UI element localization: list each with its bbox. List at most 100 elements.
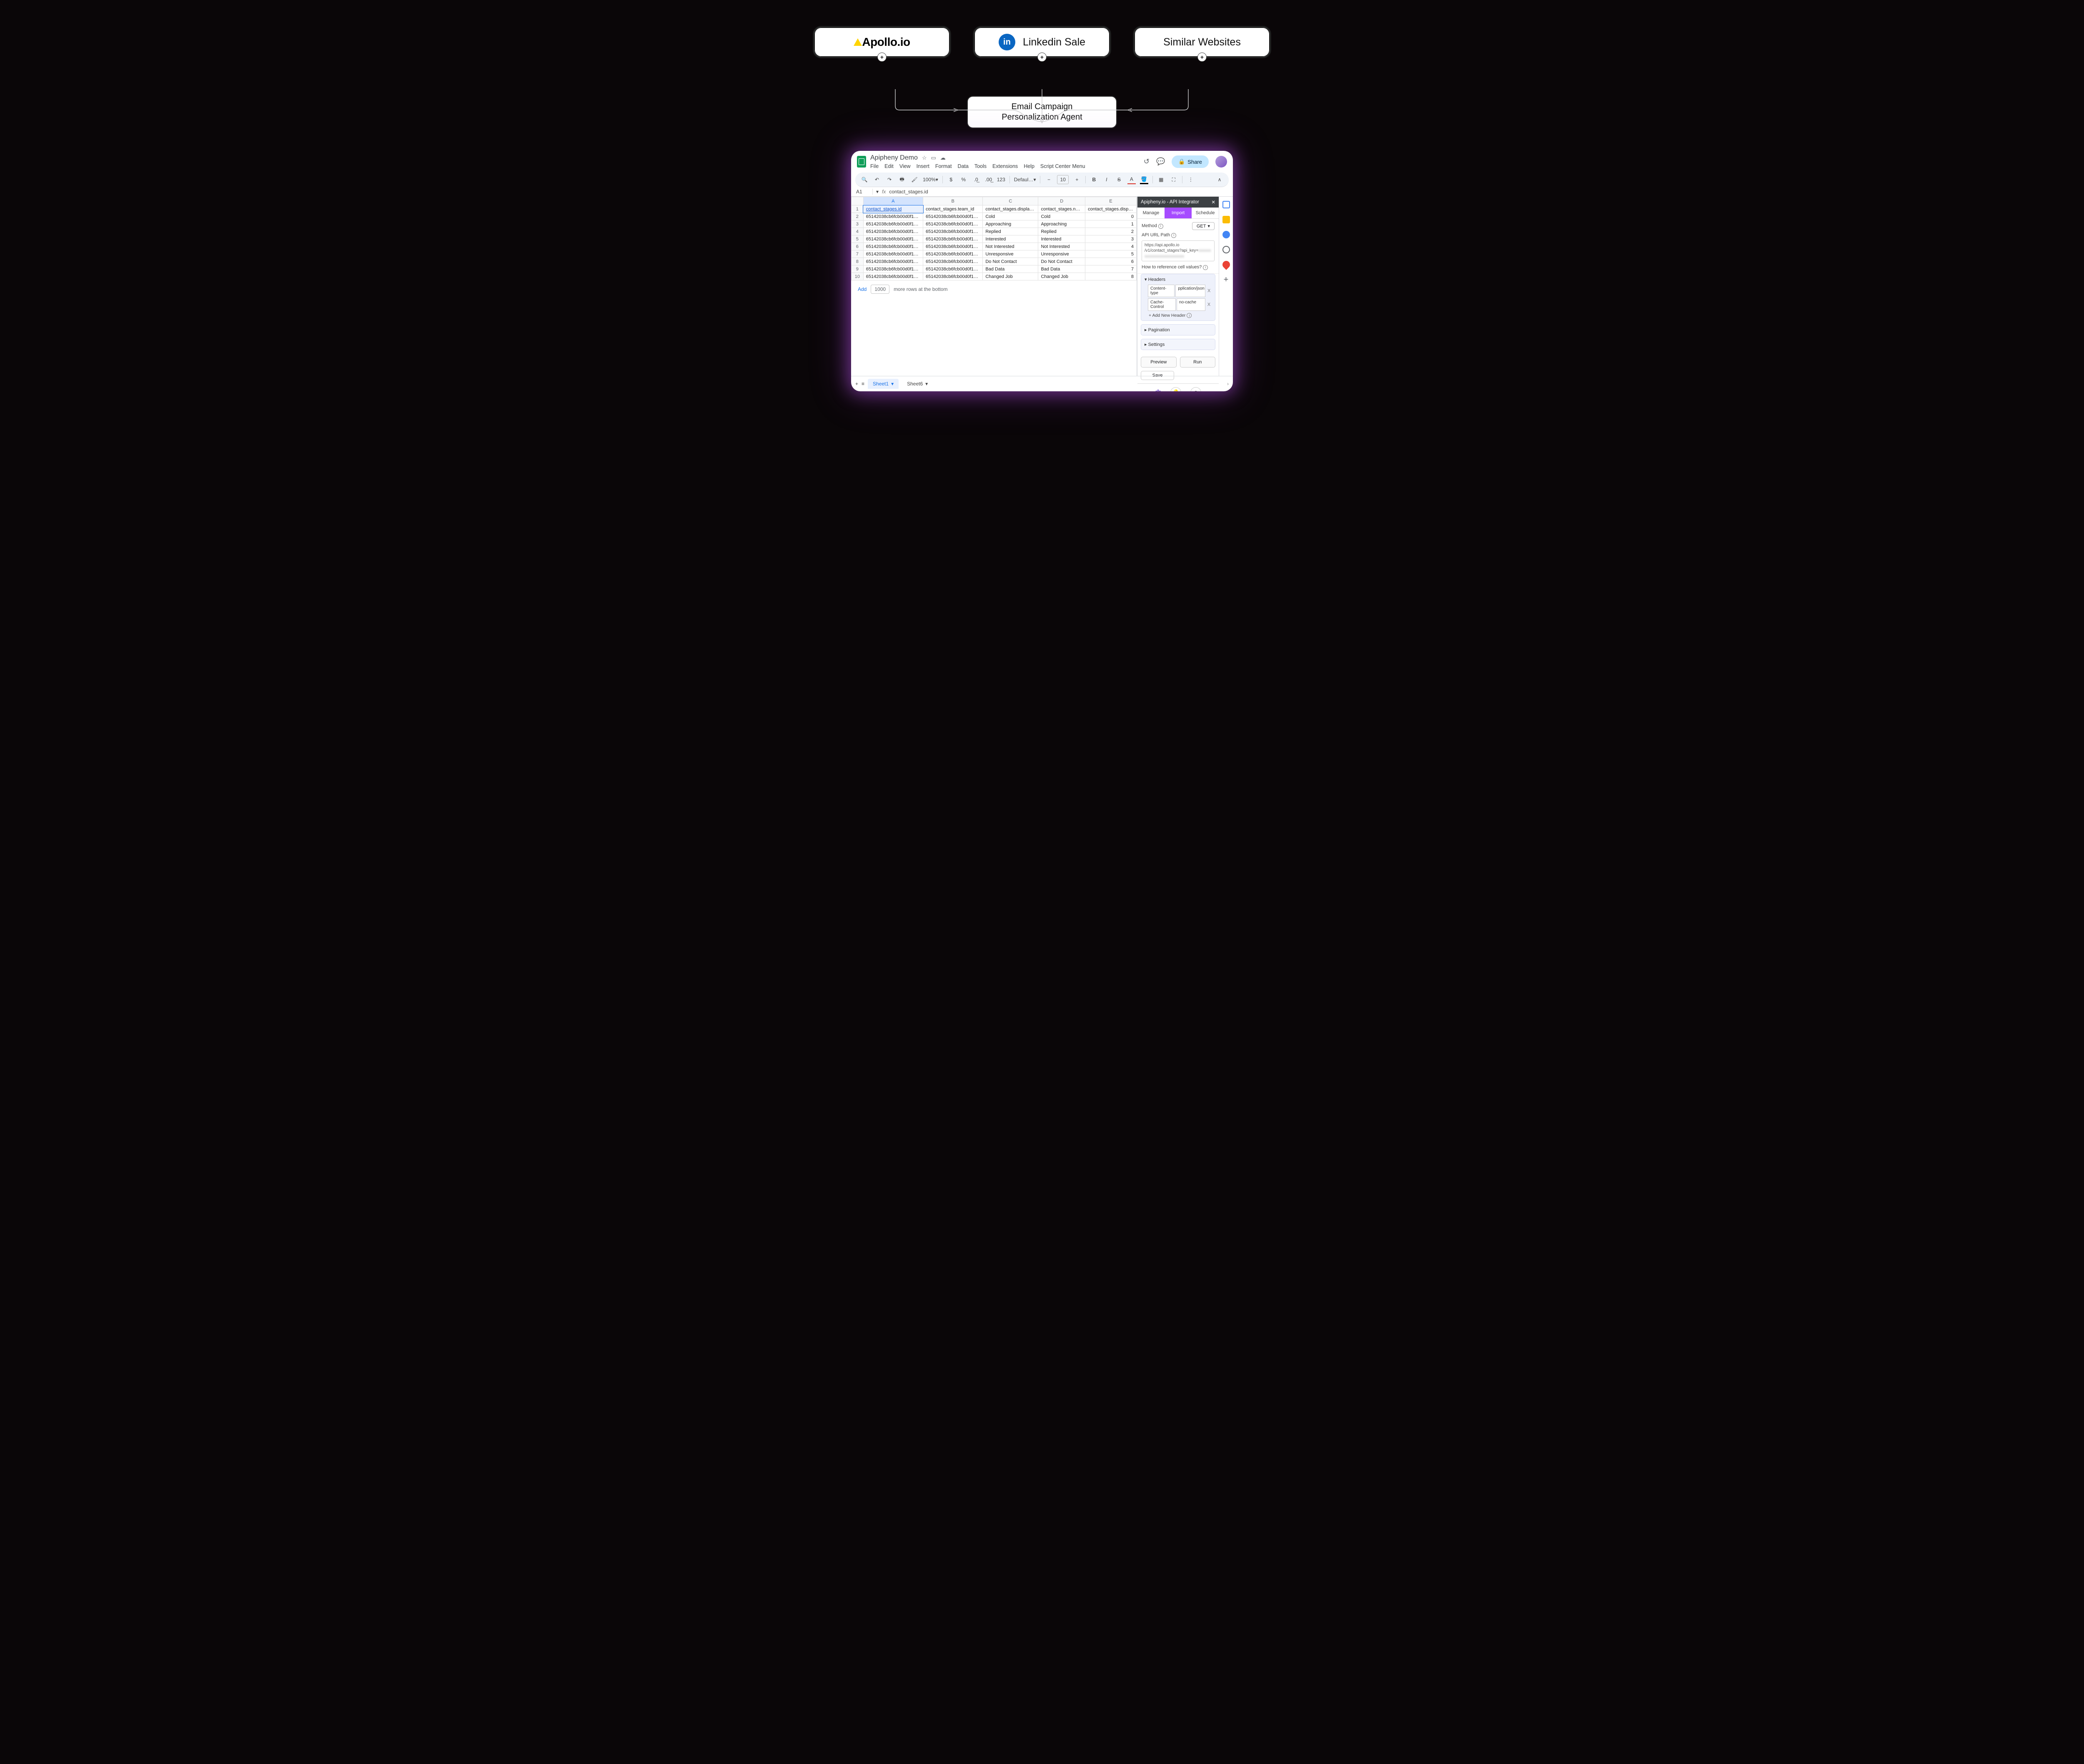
run-button[interactable]: Run — [1180, 357, 1216, 368]
cell[interactable]: Replied — [1038, 228, 1085, 235]
cell[interactable]: Interested — [983, 235, 1038, 243]
search-icon[interactable]: 🔍 — [860, 175, 869, 184]
history-icon[interactable]: ↺ — [1144, 158, 1150, 166]
cell[interactable]: Cold — [983, 213, 1038, 220]
decrease-decimal-icon[interactable]: .0̲ — [972, 175, 980, 184]
zoom-select[interactable]: 100% ▾ — [923, 175, 938, 184]
cell[interactable]: 8 — [1085, 273, 1137, 280]
paint-format-icon[interactable]: 🖌 — [910, 175, 919, 184]
maps-icon[interactable] — [1221, 259, 1231, 270]
cell[interactable]: 65142038cb6fcb00d0f164d5 — [863, 265, 923, 273]
col-header[interactable]: D — [1038, 197, 1085, 205]
menu-script[interactable]: Script Center Menu — [1040, 163, 1085, 169]
cell[interactable]: contact_stages.display_order — [1085, 205, 1137, 213]
row-number[interactable]: 4 — [852, 228, 864, 235]
cell[interactable]: Interested — [1038, 235, 1085, 243]
cell[interactable]: 65142038cb6fcb00d0f164cc — [923, 250, 983, 258]
menu-insert[interactable]: Insert — [917, 163, 929, 169]
spreadsheet-grid[interactable]: A B C D E 1contact_stages.idcontact_stag… — [851, 197, 1137, 376]
merge-icon[interactable]: ⛶ — [1170, 175, 1178, 184]
italic-icon[interactable]: I — [1102, 175, 1111, 184]
bold-icon[interactable]: B — [1090, 175, 1098, 184]
row-number[interactable]: 2 — [852, 213, 864, 220]
tab-schedule[interactable]: Schedule — [1192, 208, 1219, 218]
remove-header-icon[interactable]: X — [1206, 298, 1212, 311]
currency-icon[interactable]: $ — [947, 175, 955, 184]
cell[interactable]: 65142038cb6fcb00d0f164ce — [863, 213, 923, 220]
cell[interactable]: Approaching — [983, 220, 1038, 228]
cell[interactable]: 65142038cb6fcb00d0f164cc — [923, 273, 983, 280]
collapse-toolbar-icon[interactable]: ∧ — [1215, 175, 1224, 184]
menu-file[interactable]: File — [870, 163, 879, 169]
cell[interactable]: 7 — [1085, 265, 1137, 273]
undo-icon[interactable]: ↶ — [873, 175, 881, 184]
add-rows-input[interactable]: 1000 — [871, 285, 889, 294]
col-header[interactable]: C — [983, 197, 1038, 205]
percent-icon[interactable]: % — [959, 175, 968, 184]
cell[interactable]: 1 — [1085, 220, 1137, 228]
increase-decimal-icon[interactable]: .00̲ — [984, 175, 993, 184]
cell[interactable]: 65142038cb6fcb00d0f164cf — [863, 220, 923, 228]
move-icon[interactable]: ▭ — [931, 155, 936, 161]
cell[interactable]: 65142038cb6fcb00d0f164cc — [923, 213, 983, 220]
row-number[interactable]: 1 — [852, 205, 864, 213]
more-formats-icon[interactable]: 123 — [997, 175, 1005, 184]
cell[interactable]: Approaching — [1038, 220, 1085, 228]
calendar-icon[interactable] — [1222, 201, 1230, 208]
tab-import[interactable]: Import — [1165, 208, 1192, 218]
header-value[interactable]: no-cache — [1177, 298, 1205, 311]
cell[interactable]: Changed Job — [983, 273, 1038, 280]
star-icon[interactable]: ☆ — [922, 155, 927, 161]
cell[interactable]: 65142038cb6fcb00d0f164d3 — [863, 250, 923, 258]
add-rows-button[interactable]: Add — [858, 286, 867, 292]
scroll-right-icon[interactable]: › — [1227, 381, 1229, 387]
cell[interactable]: 65142038cb6fcb00d0f164d2 — [863, 243, 923, 250]
pagination-accordion[interactable]: ▸ Pagination — [1141, 324, 1215, 335]
headers-accordion[interactable]: ▾ Headers Content-type pplication/json X… — [1141, 274, 1215, 321]
menu-format[interactable]: Format — [935, 163, 952, 169]
cell[interactable]: 65142038cb6fcb00d0f164cc — [923, 220, 983, 228]
cell[interactable]: Unresponsive — [1038, 250, 1085, 258]
close-icon[interactable]: ✕ — [1211, 199, 1215, 205]
add-sheet-icon[interactable]: + — [855, 381, 858, 387]
row-number[interactable]: 8 — [852, 258, 864, 265]
info-icon[interactable]: i — [1171, 233, 1176, 238]
cell[interactable]: Changed Job — [1038, 273, 1085, 280]
cell[interactable]: 0 — [1085, 213, 1137, 220]
fill-color-icon[interactable]: 🪣 — [1140, 175, 1148, 184]
cell[interactable]: 65142038cb6fcb00d0f164cc — [923, 265, 983, 273]
cell[interactable]: Cold — [1038, 213, 1085, 220]
header-key[interactable]: Cache-Control — [1148, 298, 1176, 311]
strike-icon[interactable]: S — [1115, 175, 1123, 184]
info-icon[interactable]: i — [1187, 313, 1192, 318]
cell[interactable]: 65142038cb6fcb00d0f164d1 — [863, 235, 923, 243]
cell[interactable]: Do Not Contact — [983, 258, 1038, 265]
cell[interactable]: Not Interested — [983, 243, 1038, 250]
keep-icon[interactable] — [1222, 216, 1230, 223]
share-button[interactable]: 🔒 Share — [1172, 155, 1209, 168]
cell[interactable]: 5 — [1085, 250, 1137, 258]
method-select[interactable]: GET▾ — [1192, 222, 1215, 230]
cloud-icon[interactable]: ☁ — [940, 155, 946, 161]
cell[interactable]: Replied — [983, 228, 1038, 235]
cell[interactable]: 4 — [1085, 243, 1137, 250]
row-number[interactable]: 9 — [852, 265, 864, 273]
cell[interactable]: 65142038cb6fcb00d0f164d4 — [863, 258, 923, 265]
name-box-caret[interactable]: ▾ — [876, 189, 879, 195]
menu-help[interactable]: Help — [1024, 163, 1034, 169]
font-size-increase[interactable]: + — [1073, 175, 1081, 184]
menu-extensions[interactable]: Extensions — [992, 163, 1018, 169]
add-header-link[interactable]: + Add New Header — [1149, 313, 1185, 318]
sheet-tab-6[interactable]: Sheet6 ▾ — [902, 379, 933, 389]
menu-tools[interactable]: Tools — [974, 163, 987, 169]
sheet-tab-1[interactable]: Sheet1 ▾ — [868, 379, 899, 389]
contacts-icon[interactable] — [1222, 246, 1230, 253]
cell[interactable]: contact_stages.name — [1038, 205, 1085, 213]
preview-button[interactable]: Preview — [1141, 357, 1177, 368]
doc-title[interactable]: Apipheny Demo — [870, 154, 918, 162]
info-icon[interactable]: i — [1203, 265, 1208, 270]
row-number[interactable]: 10 — [852, 273, 864, 280]
col-header[interactable]: A — [863, 197, 923, 205]
add-on-plus-icon[interactable]: + — [1222, 276, 1230, 283]
cell[interactable]: 65142038cb6fcb00d0f164cc — [923, 258, 983, 265]
